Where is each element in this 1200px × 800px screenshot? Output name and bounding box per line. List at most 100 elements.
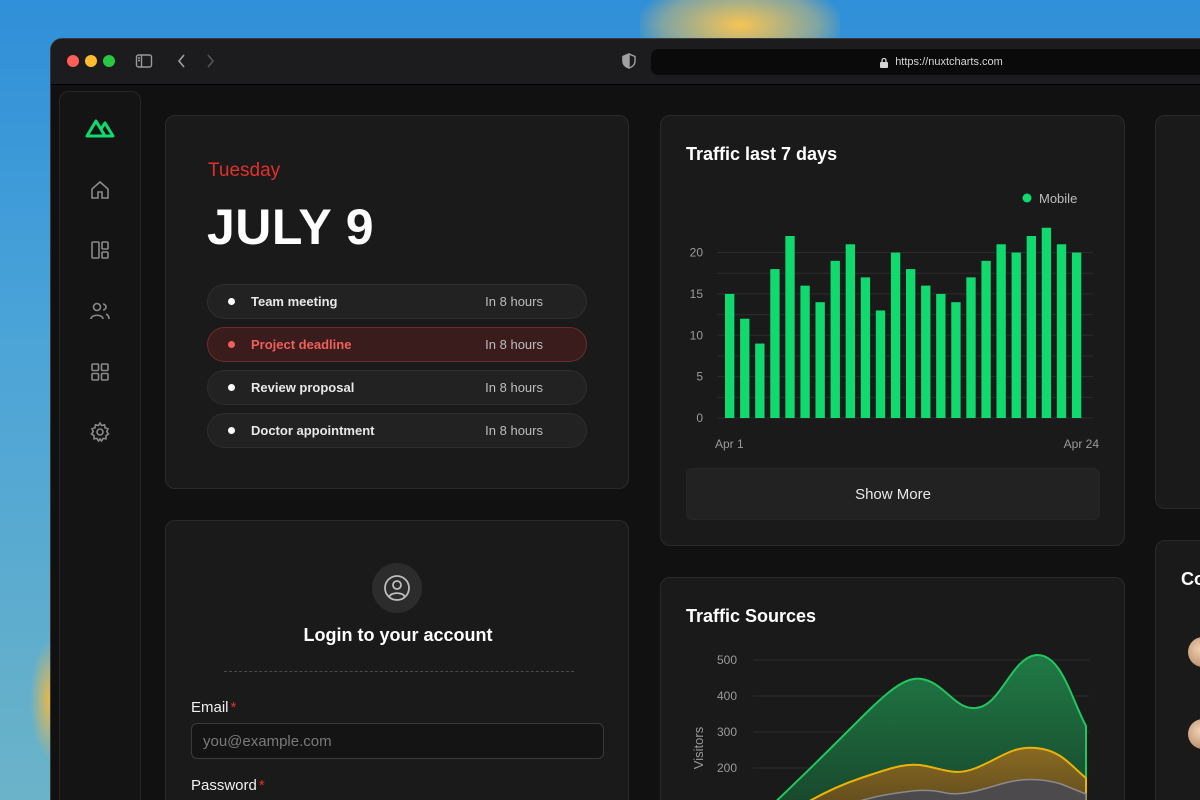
x-tick-label: Apr 24 [1064, 437, 1100, 451]
bar [951, 302, 961, 418]
y-tick-label: 5 [696, 370, 703, 384]
bar [966, 277, 976, 418]
layout-icon[interactable] [88, 238, 112, 262]
y-tick-label: 0 [696, 411, 703, 425]
bar [890, 252, 901, 418]
close-window-button[interactable] [67, 55, 79, 67]
users-icon[interactable] [88, 299, 112, 323]
bar [800, 285, 810, 418]
browser-window: https://nuxtcharts.com Tuesday JULY 9 Te… [50, 38, 1200, 800]
back-icon[interactable] [175, 52, 189, 75]
legend-label[interactable]: Mobile [1039, 191, 1077, 206]
required-mark: * [258, 777, 265, 794]
bar [921, 285, 931, 418]
event-item[interactable]: Project deadline In 8 hours [207, 327, 587, 362]
email-label-text: Email [191, 699, 229, 716]
calendar-card: Tuesday JULY 9 Team meeting In 8 hours P… [165, 115, 629, 489]
event-time: In 8 hours [485, 294, 543, 309]
contacts-title: Co [1181, 569, 1200, 589]
required-mark: * [230, 699, 237, 716]
bar [875, 310, 886, 418]
traffic-bar-chart: Mobile 0 5 10 15 20 Apr 1 Apr 24 [690, 191, 1100, 451]
contact-avatar[interactable] [1188, 719, 1200, 749]
traffic-title: Traffic last 7 days [686, 144, 838, 164]
x-tick-label: Apr 1 [715, 437, 744, 451]
bar [770, 269, 780, 418]
event-dot-icon [228, 341, 235, 348]
bar [1041, 227, 1052, 418]
contacts-card: Co [1155, 540, 1200, 800]
y-axis-label: Visitors [691, 726, 706, 769]
bar [1026, 236, 1037, 418]
bar [1056, 244, 1067, 418]
bar [1071, 252, 1082, 418]
event-title: Review proposal [251, 380, 355, 395]
traffic-sources-title: Traffic Sources [686, 606, 817, 626]
user-avatar-icon [372, 563, 422, 613]
y-tick-label: 500 [717, 653, 737, 667]
y-tick-label: 15 [690, 287, 704, 301]
bar [1011, 252, 1021, 418]
url-text: https://nuxtcharts.com [895, 56, 1003, 68]
nuxt-logo-icon[interactable] [84, 116, 116, 140]
forward-icon[interactable] [203, 52, 217, 75]
divider [224, 671, 574, 672]
password-label-text: Password [191, 777, 257, 794]
event-item[interactable]: Team meeting In 8 hours [207, 284, 587, 319]
event-time: In 8 hours [485, 380, 543, 395]
shield-icon[interactable] [621, 52, 637, 75]
show-more-button[interactable]: Show More [686, 468, 1100, 520]
bar [755, 343, 765, 418]
email-field[interactable] [191, 723, 604, 759]
bar [845, 244, 856, 418]
bar [981, 260, 991, 418]
date-heading: JULY 9 [207, 199, 375, 255]
y-tick-label: 400 [717, 689, 737, 703]
maximize-window-button[interactable] [103, 55, 115, 67]
sidebar-toggle-icon[interactable] [135, 52, 153, 75]
event-dot-icon [228, 427, 235, 434]
bar [785, 236, 795, 418]
lock-icon [880, 57, 889, 68]
event-time: In 8 hours [485, 337, 543, 352]
bar [830, 260, 840, 418]
email-label: Email * [191, 699, 236, 716]
bar [740, 318, 750, 418]
area-series-gray [860, 778, 1087, 800]
event-title: Project deadline [251, 337, 352, 352]
sidebar [59, 91, 141, 800]
browser-toolbar: https://nuxtcharts.com [51, 39, 1200, 85]
minimize-window-button[interactable] [85, 55, 97, 67]
contact-avatar[interactable] [1188, 637, 1200, 667]
y-tick-label: 200 [717, 761, 737, 775]
bar [815, 302, 825, 418]
traffic-sources-area-chart: 200 300 400 500 Visitors [691, 653, 1089, 800]
event-title: Team meeting [251, 294, 338, 309]
y-tick-label: 10 [690, 328, 704, 342]
login-title: Login to your account [303, 625, 493, 645]
event-item[interactable]: Doctor appointment In 8 hours [207, 413, 587, 448]
bar [725, 293, 735, 418]
bar [906, 269, 916, 418]
event-dot-icon [228, 298, 235, 305]
y-tick-label: 20 [690, 246, 704, 260]
grid-icon[interactable] [88, 360, 112, 384]
bar [860, 277, 871, 418]
traffic-sources-card: Traffic Sources 200 300 400 500 Visitors [660, 577, 1125, 800]
event-item[interactable]: Review proposal In 8 hours [207, 370, 587, 405]
weekday-label: Tuesday [208, 160, 281, 181]
login-card: Login to your account Email* Password* [165, 520, 629, 800]
partial-card-top [1155, 115, 1200, 509]
home-icon[interactable] [88, 178, 112, 202]
event-title: Doctor appointment [251, 423, 375, 438]
event-time: In 8 hours [485, 423, 543, 438]
y-tick-label: 300 [717, 725, 737, 739]
bar [936, 293, 946, 418]
address-bar[interactable]: https://nuxtcharts.com [651, 49, 1200, 75]
legend-dot-icon [1022, 193, 1032, 203]
bar [996, 244, 1006, 418]
password-label: Password * [191, 777, 265, 794]
traffic-card: Traffic last 7 days Mobile 0 5 10 15 20 Apr … [660, 115, 1125, 546]
settings-icon[interactable] [88, 420, 112, 444]
event-dot-icon [228, 384, 235, 391]
